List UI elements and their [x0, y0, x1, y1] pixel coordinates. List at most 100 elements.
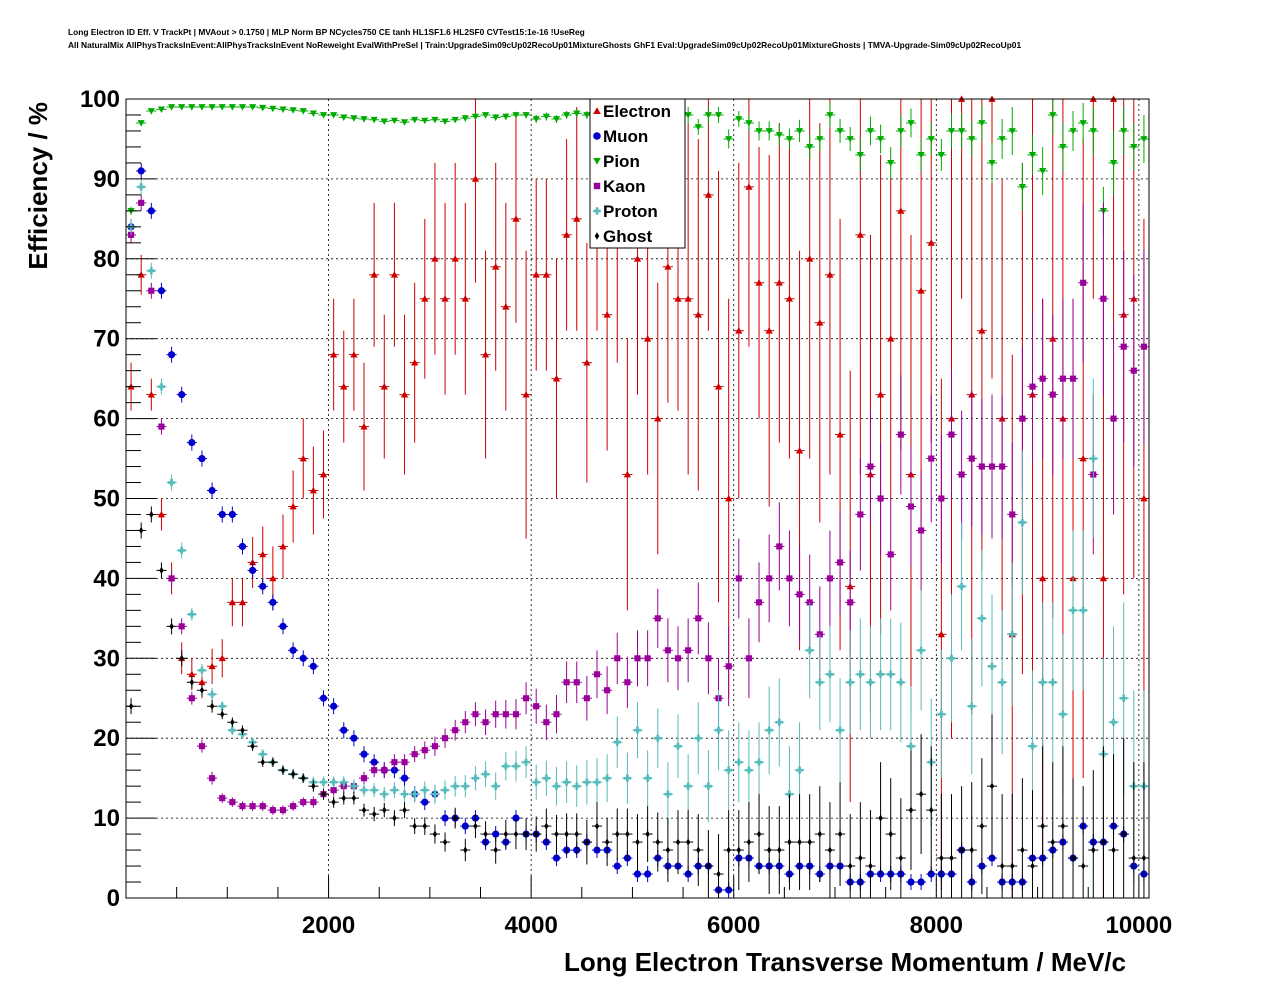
- data-point: [764, 534, 775, 623]
- data-point: [480, 111, 491, 119]
- data-marker: [370, 758, 378, 766]
- data-point: [399, 802, 410, 819]
- data-point: [146, 202, 157, 219]
- data-marker: [907, 120, 915, 127]
- data-marker: [1120, 694, 1128, 702]
- data-marker: [471, 113, 480, 121]
- data-marker: [319, 778, 328, 786]
- data-marker: [1039, 678, 1047, 686]
- data-point: [743, 618, 754, 699]
- data-marker: [836, 128, 844, 135]
- data-marker: [269, 807, 276, 814]
- data-point: [510, 818, 522, 850]
- data-point: [733, 810, 744, 891]
- data-marker: [138, 199, 145, 206]
- data-marker: [289, 646, 297, 654]
- data-marker: [1099, 574, 1108, 582]
- data-marker: [654, 615, 661, 622]
- data-marker: [360, 775, 368, 782]
- data-point: [196, 104, 208, 111]
- data-marker: [1120, 128, 1128, 135]
- data-point: [997, 394, 1008, 539]
- data-marker: [1140, 494, 1148, 502]
- data-point: [865, 810, 876, 898]
- data-marker: [735, 327, 743, 334]
- data-marker: [220, 710, 225, 718]
- data-point: [875, 442, 886, 555]
- data-point: [602, 754, 613, 803]
- data-marker: [785, 295, 794, 302]
- data-point: [845, 630, 856, 735]
- data-marker: [654, 734, 662, 742]
- data-point: [450, 775, 461, 797]
- data-marker: [228, 726, 236, 734]
- data-point: [956, 113, 967, 149]
- data-marker: [431, 743, 438, 750]
- data-point: [328, 698, 339, 715]
- data-marker: [169, 622, 174, 630]
- data-point: [439, 832, 451, 852]
- data-marker: [583, 778, 591, 786]
- data-marker: [370, 271, 378, 278]
- data-marker: [917, 878, 925, 886]
- data-marker: [1049, 678, 1057, 686]
- data-marker: [331, 798, 336, 806]
- data-marker: [1069, 606, 1077, 614]
- legend-label-kaon: Kaon: [603, 177, 646, 196]
- data-point: [207, 648, 218, 684]
- data-point: [369, 202, 380, 347]
- data-point: [288, 769, 299, 779]
- y-tick-label: 80: [93, 246, 120, 273]
- data-marker: [309, 662, 317, 670]
- data-point: [946, 594, 957, 723]
- data-point: [227, 506, 238, 523]
- data-point: [835, 510, 846, 615]
- data-marker: [675, 838, 681, 846]
- data-marker: [137, 183, 145, 191]
- data-point: [247, 104, 258, 111]
- data-marker: [461, 822, 469, 830]
- data-marker: [685, 647, 692, 654]
- data-point: [510, 114, 522, 323]
- data-point: [743, 99, 754, 347]
- data-point: [804, 134, 815, 159]
- data-point: [318, 776, 329, 788]
- data-marker: [340, 383, 348, 390]
- data-marker: [644, 870, 652, 878]
- data-marker: [1010, 862, 1015, 870]
- data-marker: [493, 846, 498, 854]
- data-marker: [1028, 742, 1037, 750]
- data-point: [764, 121, 775, 141]
- data-marker: [512, 814, 520, 822]
- data-marker: [441, 118, 449, 125]
- data-point: [895, 622, 906, 743]
- data-marker: [624, 679, 631, 686]
- data-marker: [1110, 415, 1117, 422]
- data-point: [936, 434, 947, 563]
- data-point: [500, 819, 511, 849]
- data-marker: [623, 470, 631, 478]
- data-marker: [584, 838, 590, 846]
- data-point: [510, 111, 522, 119]
- data-marker: [593, 182, 601, 190]
- data-marker: [917, 646, 925, 654]
- data-marker: [431, 116, 439, 124]
- data-point: [551, 814, 562, 854]
- data-marker: [603, 774, 611, 782]
- data-marker: [167, 478, 176, 487]
- data-point: [196, 683, 208, 697]
- data-marker: [634, 655, 641, 662]
- data-marker: [188, 610, 196, 618]
- data-marker: [249, 566, 257, 575]
- data-point: [1017, 162, 1028, 211]
- data-marker: [330, 112, 338, 119]
- data-marker: [1019, 415, 1026, 422]
- data-point: [521, 682, 532, 715]
- data-point: [875, 154, 886, 635]
- data-marker: [998, 136, 1006, 143]
- data-marker: [927, 136, 935, 143]
- data-point: [723, 626, 734, 707]
- data-marker: [147, 267, 155, 275]
- data-marker: [481, 770, 490, 778]
